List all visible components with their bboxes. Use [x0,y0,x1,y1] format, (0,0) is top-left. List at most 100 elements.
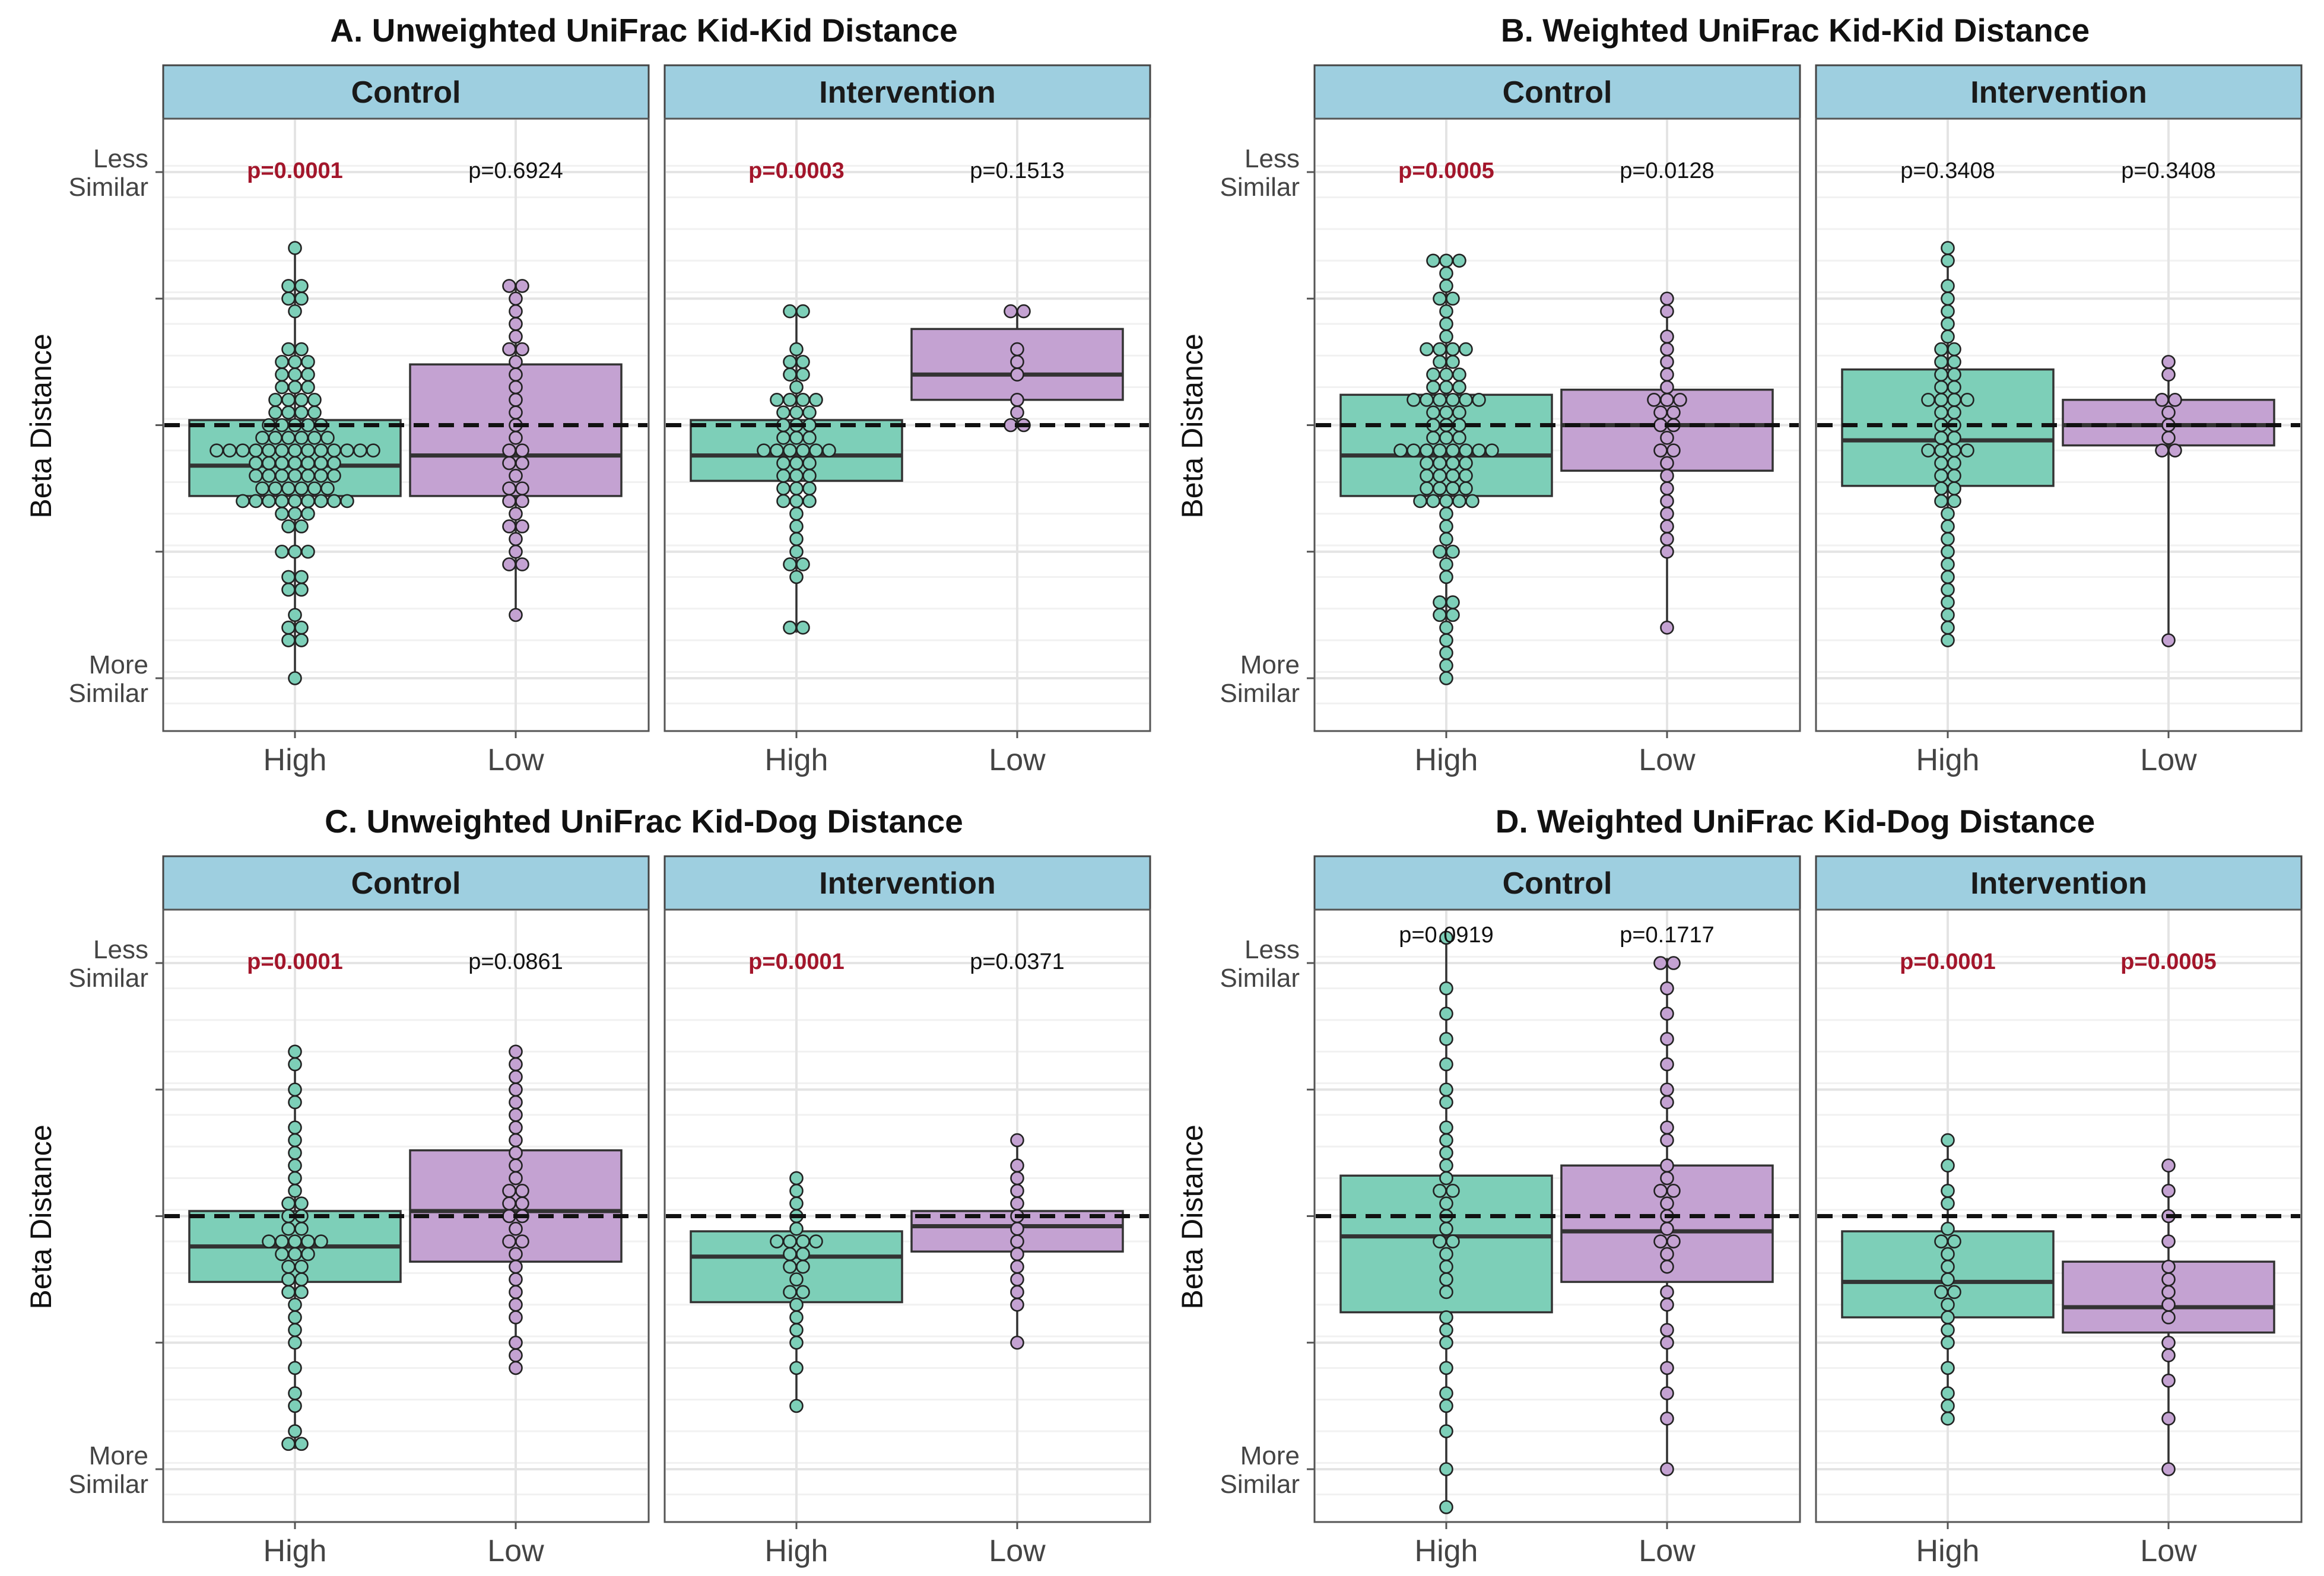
data-point [1426,253,1440,268]
p-value-label: p=0.0371 [970,949,1065,974]
data-point [281,620,296,635]
data-point [776,481,790,495]
data-point [275,367,289,382]
data-point [1660,1171,1674,1186]
data-point [1941,1297,1955,1312]
data-point [509,1348,523,1362]
data-point [776,405,790,420]
data-point [1452,431,1466,445]
data-point [515,1196,529,1210]
p-value-label: p=0.3408 [1900,158,1995,183]
data-point [294,291,309,306]
data-point [1660,481,1674,495]
data-point [288,1044,302,1059]
facet-panel-control: Control p=0.0005 High p=0.0128 Low [1313,64,1801,777]
data-point [2161,431,2176,445]
data-point [789,468,804,483]
data-point [789,405,804,420]
data-point [509,367,523,382]
data-point [796,1285,810,1299]
data-point [1446,595,1460,609]
chart-1: B. Weighted UniFrac Kid-Kid Distance Beta… [1176,12,2303,777]
x-tick-label: Low [2140,743,2197,777]
data-point [1420,393,1434,407]
data-point [366,443,380,457]
data-point [1947,405,1961,420]
data-point [301,468,315,483]
data-point [1947,367,1961,382]
data-point [783,1285,797,1299]
data-point [288,506,302,521]
data-point [1660,393,1674,407]
p-value-label: p=0.1717 [1620,923,1715,948]
data-point [789,1361,804,1375]
data-point [509,608,523,622]
x-tick-label: High [1415,1534,1478,1568]
data-point [509,291,523,306]
facet-panel-intervention: Intervention p=0.0001 High p=0.0005 Low [1815,855,2303,1568]
data-point [1433,456,1447,471]
data-point [1941,582,1955,597]
data-point [783,1260,797,1274]
data-point [1934,456,1948,471]
data-point [789,481,804,495]
data-point [294,431,309,445]
data-point [268,481,282,495]
data-point [1439,1032,1453,1046]
data-point [2161,1272,2176,1286]
data-point [275,443,289,457]
data-point [294,620,309,635]
data-point [1433,342,1447,357]
data-point [1941,595,1955,609]
data-point [288,1361,302,1375]
facet-panel-control: Control p=0.0001 High p=0.0861 Low [162,855,650,1568]
data-point [340,494,354,509]
data-point [1439,1196,1453,1210]
data-point [2161,1348,2176,1362]
data-point [1941,1310,1955,1324]
data-point [1010,1297,1024,1312]
data-point [1439,494,1453,509]
data-point [1439,557,1453,571]
data-point [1941,633,1955,647]
data-point [509,468,523,483]
data-point [288,1158,302,1173]
data-point [294,342,309,357]
data-point [288,1247,302,1262]
data-point [509,1158,523,1173]
x-tick-label: Low [2140,1534,2197,1568]
data-point [1459,443,1473,457]
data-point [1439,405,1453,420]
data-point [1660,620,1674,635]
data-point [1947,393,1961,407]
data-point [1407,393,1421,407]
data-point [1459,456,1473,471]
y-tick-label-bottom: More [1240,650,1300,679]
data-point [1439,519,1453,533]
data-point [288,671,302,685]
data-point [1947,342,1961,357]
data-point [2161,355,2176,369]
data-point [1433,355,1447,369]
data-point [515,456,529,471]
data-point [288,1297,302,1312]
data-point [509,1310,523,1324]
data-point [796,1247,810,1262]
data-point [1439,981,1453,996]
data-point [294,393,309,407]
data-point [281,519,296,533]
y-tick-label-top: Less [93,935,148,964]
data-point [1660,1133,1674,1148]
data-point [1439,1057,1453,1072]
data-point [1934,405,1948,420]
data-point [1426,380,1440,395]
data-point [275,1247,289,1262]
data-point [1947,431,1961,445]
data-point [1439,633,1453,647]
data-point [1452,253,1466,268]
data-point [1439,1424,1453,1438]
data-point [288,1234,302,1248]
data-point [789,1272,804,1286]
data-point [796,304,810,319]
data-point [1941,1260,1955,1274]
